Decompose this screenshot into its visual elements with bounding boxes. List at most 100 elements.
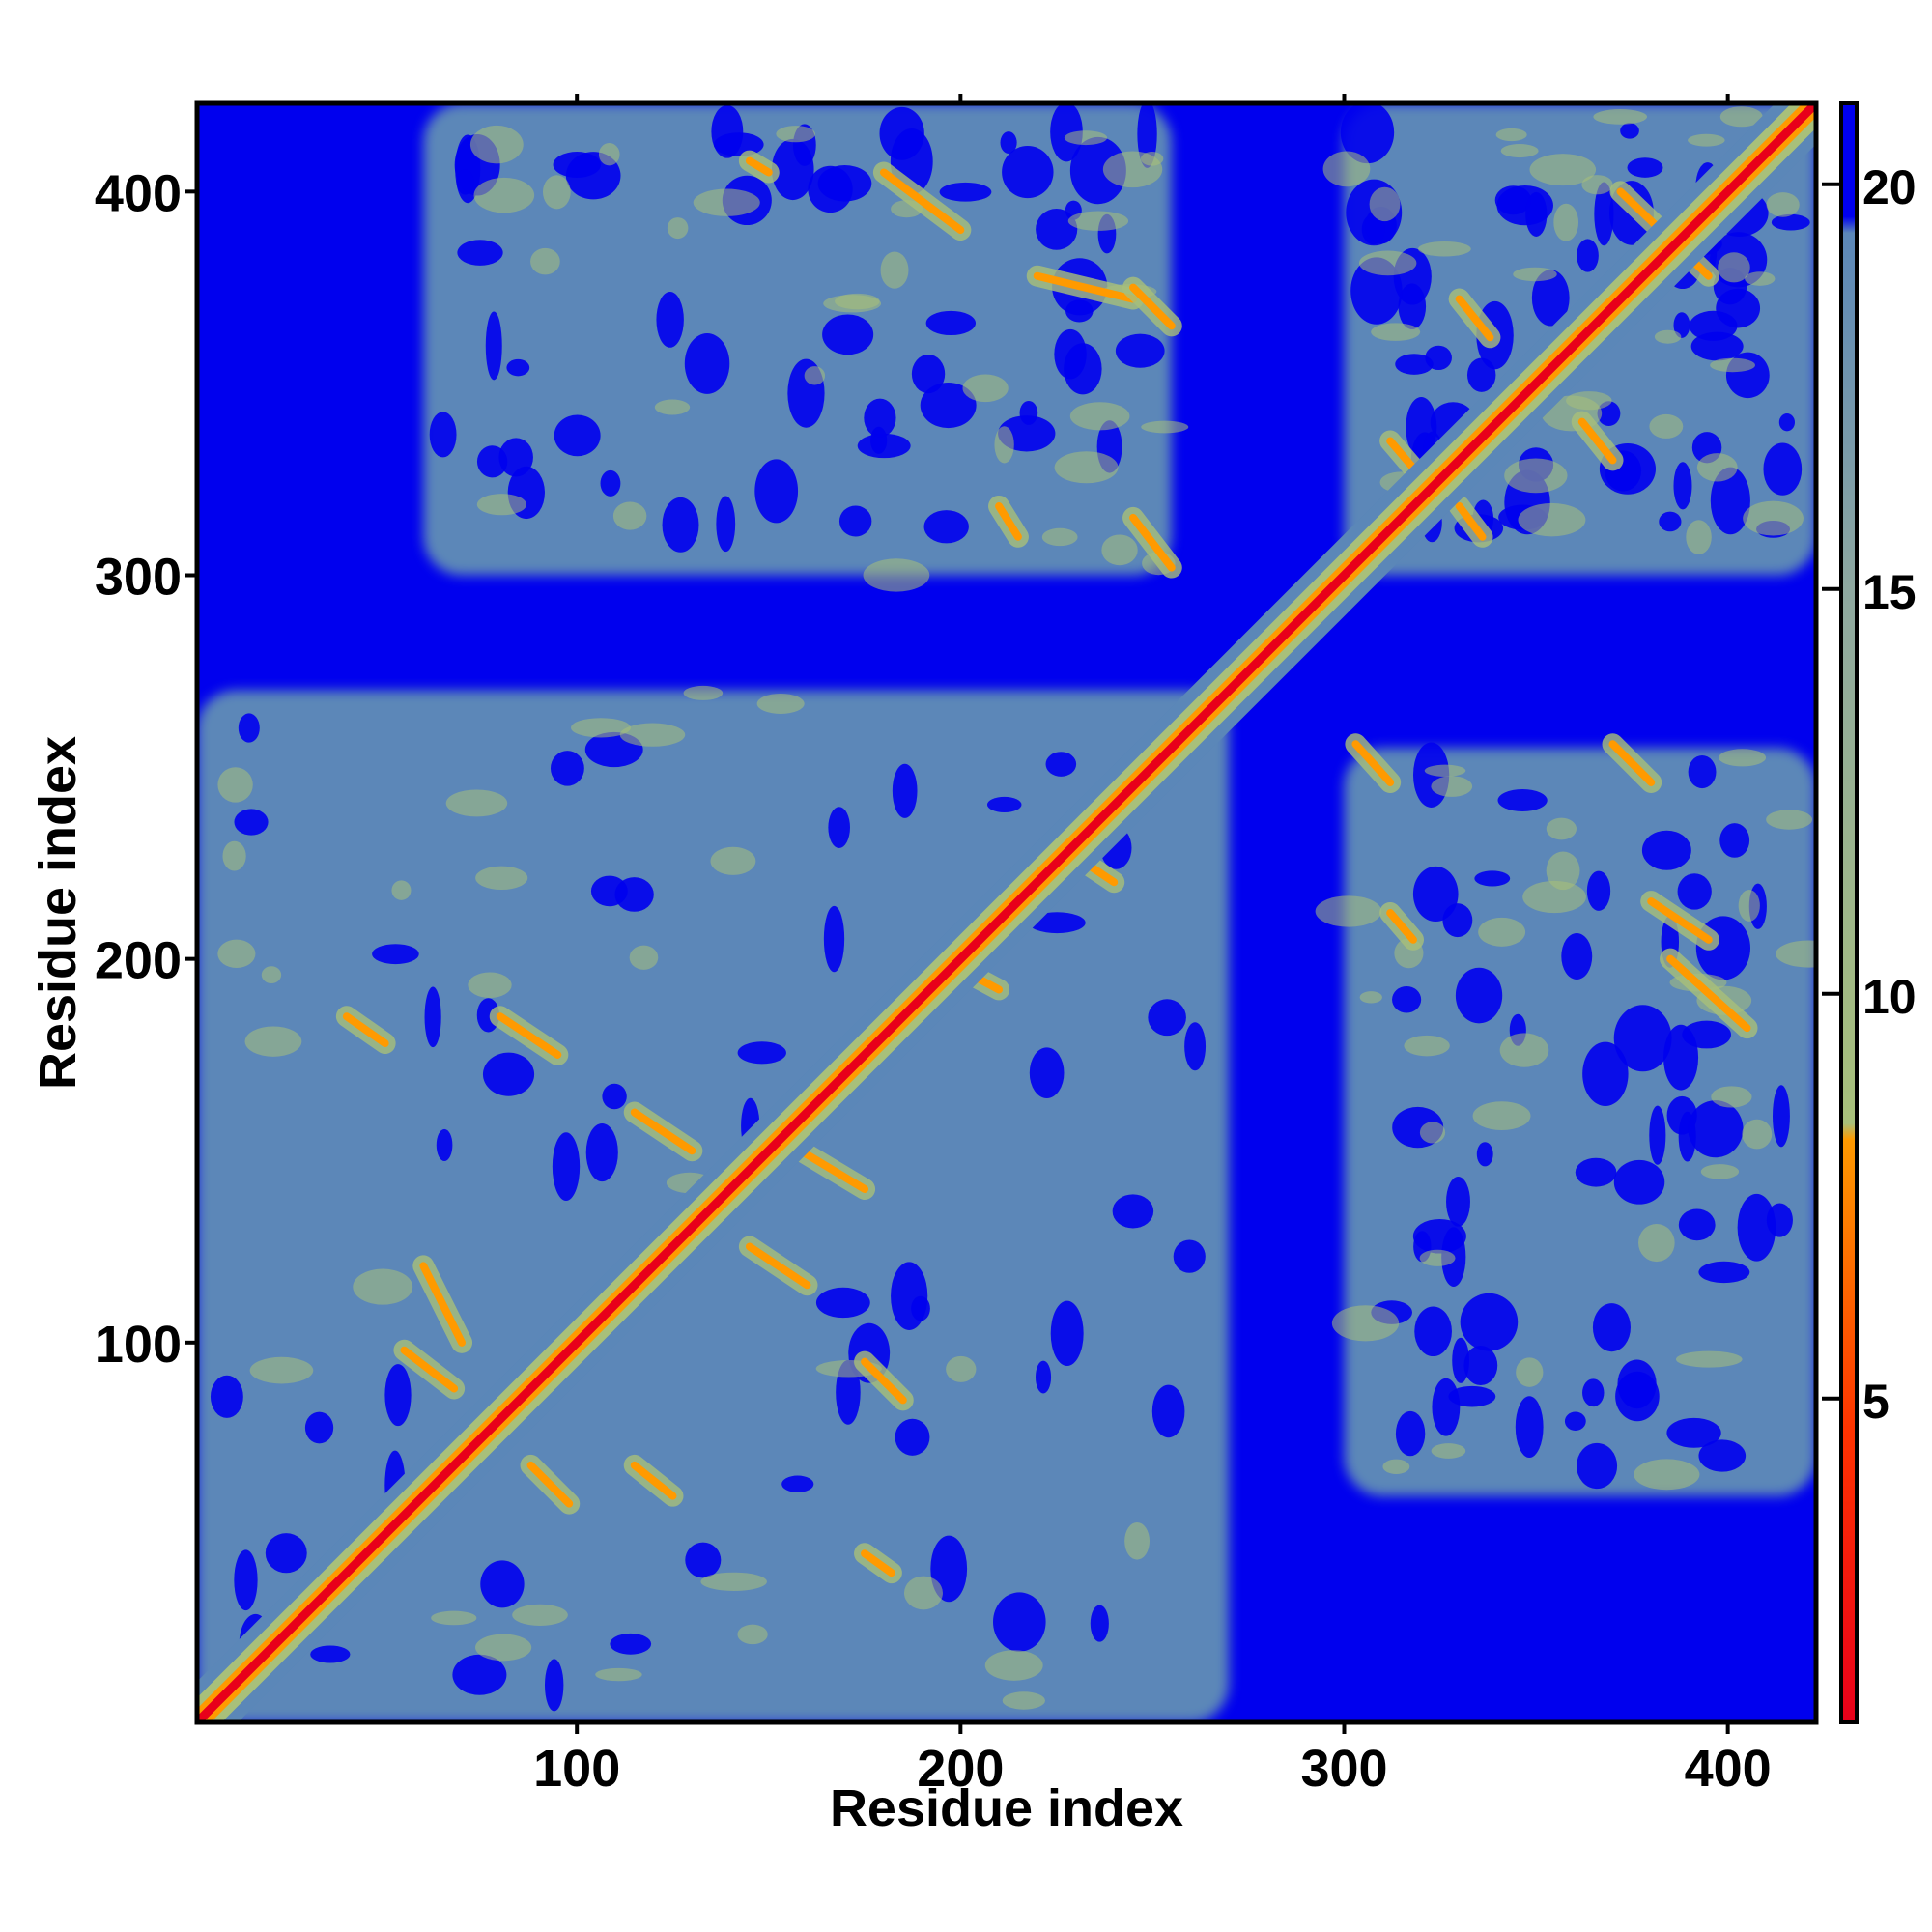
speckle bbox=[700, 1572, 767, 1591]
contact-line bbox=[496, 1012, 562, 1059]
contact-line bbox=[1129, 513, 1176, 572]
speckle bbox=[1711, 1086, 1752, 1108]
speckle bbox=[1392, 986, 1422, 1013]
speckle bbox=[1359, 991, 1382, 1004]
speckle bbox=[1101, 534, 1138, 566]
speckle bbox=[835, 293, 880, 310]
contact-band bbox=[1026, 265, 1145, 310]
speckle bbox=[384, 1364, 412, 1427]
contact-line bbox=[861, 1357, 907, 1405]
speckle bbox=[1418, 241, 1471, 257]
speckle bbox=[217, 939, 256, 969]
speckle bbox=[475, 866, 528, 891]
speckle bbox=[1634, 1459, 1700, 1491]
speckle bbox=[1395, 354, 1434, 375]
speckle bbox=[1476, 1142, 1493, 1167]
speckle bbox=[693, 188, 760, 216]
contact-band bbox=[1379, 902, 1424, 951]
speckle bbox=[391, 880, 412, 900]
contact-line bbox=[1608, 740, 1656, 786]
speckle bbox=[1522, 880, 1586, 914]
contact-line bbox=[1666, 954, 1751, 1033]
contact-band bbox=[520, 1454, 581, 1515]
speckle bbox=[234, 1549, 258, 1611]
speckle bbox=[804, 366, 826, 385]
speckle bbox=[600, 469, 621, 497]
speckle bbox=[1613, 1005, 1672, 1072]
speckle bbox=[304, 1411, 334, 1444]
speckle bbox=[1719, 749, 1767, 767]
speckle bbox=[984, 1650, 1043, 1681]
speckle bbox=[261, 966, 282, 984]
speckle bbox=[619, 723, 686, 747]
speckle bbox=[512, 1604, 568, 1626]
speckle bbox=[598, 143, 620, 166]
speckle bbox=[1649, 413, 1684, 439]
y-tick-label: 400 bbox=[95, 164, 182, 222]
speckle bbox=[585, 1122, 618, 1182]
speckle bbox=[1682, 1020, 1732, 1049]
speckle bbox=[1763, 442, 1803, 496]
x-axis-title: Residue index bbox=[830, 1779, 1183, 1837]
speckle bbox=[1677, 873, 1712, 910]
contact-band bbox=[1640, 891, 1719, 951]
speckle bbox=[1331, 1305, 1400, 1342]
speckle bbox=[1525, 191, 1548, 237]
x-tick-label: 100 bbox=[533, 1740, 620, 1798]
speckle bbox=[939, 182, 992, 202]
contact-band bbox=[1571, 411, 1624, 471]
speckle bbox=[1494, 185, 1532, 215]
speckle bbox=[1742, 1119, 1773, 1150]
x-axis: 100 200 300 400 bbox=[533, 94, 1772, 1798]
y-tick-label: 300 bbox=[95, 549, 182, 607]
speckle bbox=[754, 459, 799, 524]
speckle bbox=[1553, 203, 1579, 242]
speckle bbox=[1432, 1378, 1461, 1436]
speckle bbox=[1710, 357, 1756, 373]
contact-line bbox=[342, 1012, 389, 1048]
speckle bbox=[1586, 870, 1611, 911]
speckle bbox=[530, 247, 560, 275]
speckle bbox=[1446, 1177, 1470, 1227]
speckle bbox=[431, 1610, 477, 1626]
speckle bbox=[612, 501, 647, 530]
colorbar-ticks: 5 10 15 20 bbox=[1822, 160, 1917, 1429]
plot-frame bbox=[194, 100, 1819, 1725]
speckle bbox=[1738, 890, 1760, 922]
speckle bbox=[1689, 310, 1738, 341]
y-tick-label: 200 bbox=[95, 932, 182, 990]
speckle bbox=[1041, 527, 1078, 547]
domain-block bbox=[1315, 742, 1816, 1496]
speckle bbox=[1546, 851, 1580, 891]
speckle bbox=[1448, 1385, 1496, 1407]
contact-line bbox=[1455, 295, 1494, 342]
speckle bbox=[614, 877, 654, 912]
speckle bbox=[946, 1355, 977, 1382]
speckle bbox=[265, 1533, 307, 1574]
speckle bbox=[238, 713, 260, 743]
speckle bbox=[1497, 789, 1548, 812]
speckle bbox=[1069, 136, 1126, 205]
speckle bbox=[310, 1645, 351, 1663]
contact-line bbox=[1033, 271, 1138, 303]
speckle bbox=[217, 767, 253, 803]
speckle bbox=[737, 1041, 786, 1065]
speckle bbox=[222, 840, 246, 871]
speckle bbox=[506, 358, 530, 377]
speckle bbox=[667, 217, 689, 240]
speckle bbox=[553, 152, 602, 179]
speckle bbox=[1115, 333, 1165, 368]
speckle bbox=[864, 398, 896, 438]
speckle bbox=[1029, 1047, 1065, 1098]
y-tick-label: 100 bbox=[95, 1316, 182, 1374]
speckle bbox=[838, 505, 872, 537]
colorbar-tick-label: 15 bbox=[1862, 565, 1917, 619]
diagonal-core bbox=[197, 103, 1816, 1722]
speckle bbox=[1000, 131, 1017, 154]
y-axis-title: Residue index bbox=[29, 736, 87, 1090]
speckle bbox=[1620, 123, 1639, 139]
speckle bbox=[1564, 1411, 1586, 1431]
speckle bbox=[473, 177, 535, 213]
speckle bbox=[1696, 453, 1738, 482]
